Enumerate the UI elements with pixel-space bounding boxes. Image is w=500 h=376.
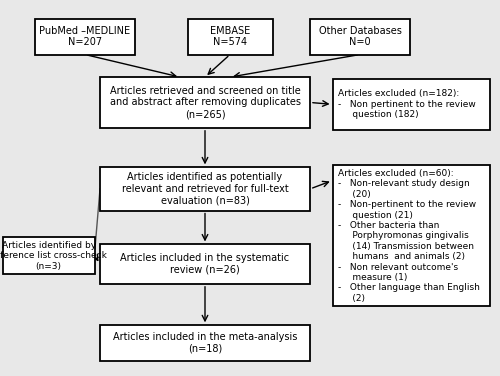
Text: PubMed –MEDLINE
N=207: PubMed –MEDLINE N=207 — [40, 26, 130, 47]
Text: Articles retrieved and screened on title
and abstract after removing duplicates
: Articles retrieved and screened on title… — [110, 86, 300, 119]
Text: Other Databases
N=0: Other Databases N=0 — [318, 26, 402, 47]
FancyBboxPatch shape — [100, 77, 310, 128]
FancyBboxPatch shape — [100, 244, 310, 284]
Text: Articles included in the systematic
review (n=26): Articles included in the systematic revi… — [120, 253, 290, 275]
Text: Articles excluded (n=60):
-   Non-relevant study design
     (20)
-   Non-pertin: Articles excluded (n=60): - Non-relevant… — [338, 169, 480, 303]
FancyBboxPatch shape — [332, 79, 490, 130]
FancyBboxPatch shape — [35, 19, 135, 55]
FancyBboxPatch shape — [332, 165, 490, 306]
Text: Articles identified by
reference list cross-check
(n=3): Articles identified by reference list cr… — [0, 241, 106, 271]
FancyBboxPatch shape — [310, 19, 410, 55]
FancyBboxPatch shape — [100, 325, 310, 361]
Text: Articles identified as potentially
relevant and retrieved for full-text
evaluati: Articles identified as potentially relev… — [122, 172, 288, 206]
Text: Articles excluded (n=182):
-   Non pertinent to the review
     question (182): Articles excluded (n=182): - Non pertine… — [338, 89, 476, 119]
FancyBboxPatch shape — [100, 167, 310, 211]
Text: Articles included in the meta-analysis
(n=18): Articles included in the meta-analysis (… — [113, 332, 297, 354]
Text: EMBASE
N=574: EMBASE N=574 — [210, 26, 250, 47]
FancyBboxPatch shape — [2, 237, 95, 274]
FancyBboxPatch shape — [188, 19, 272, 55]
